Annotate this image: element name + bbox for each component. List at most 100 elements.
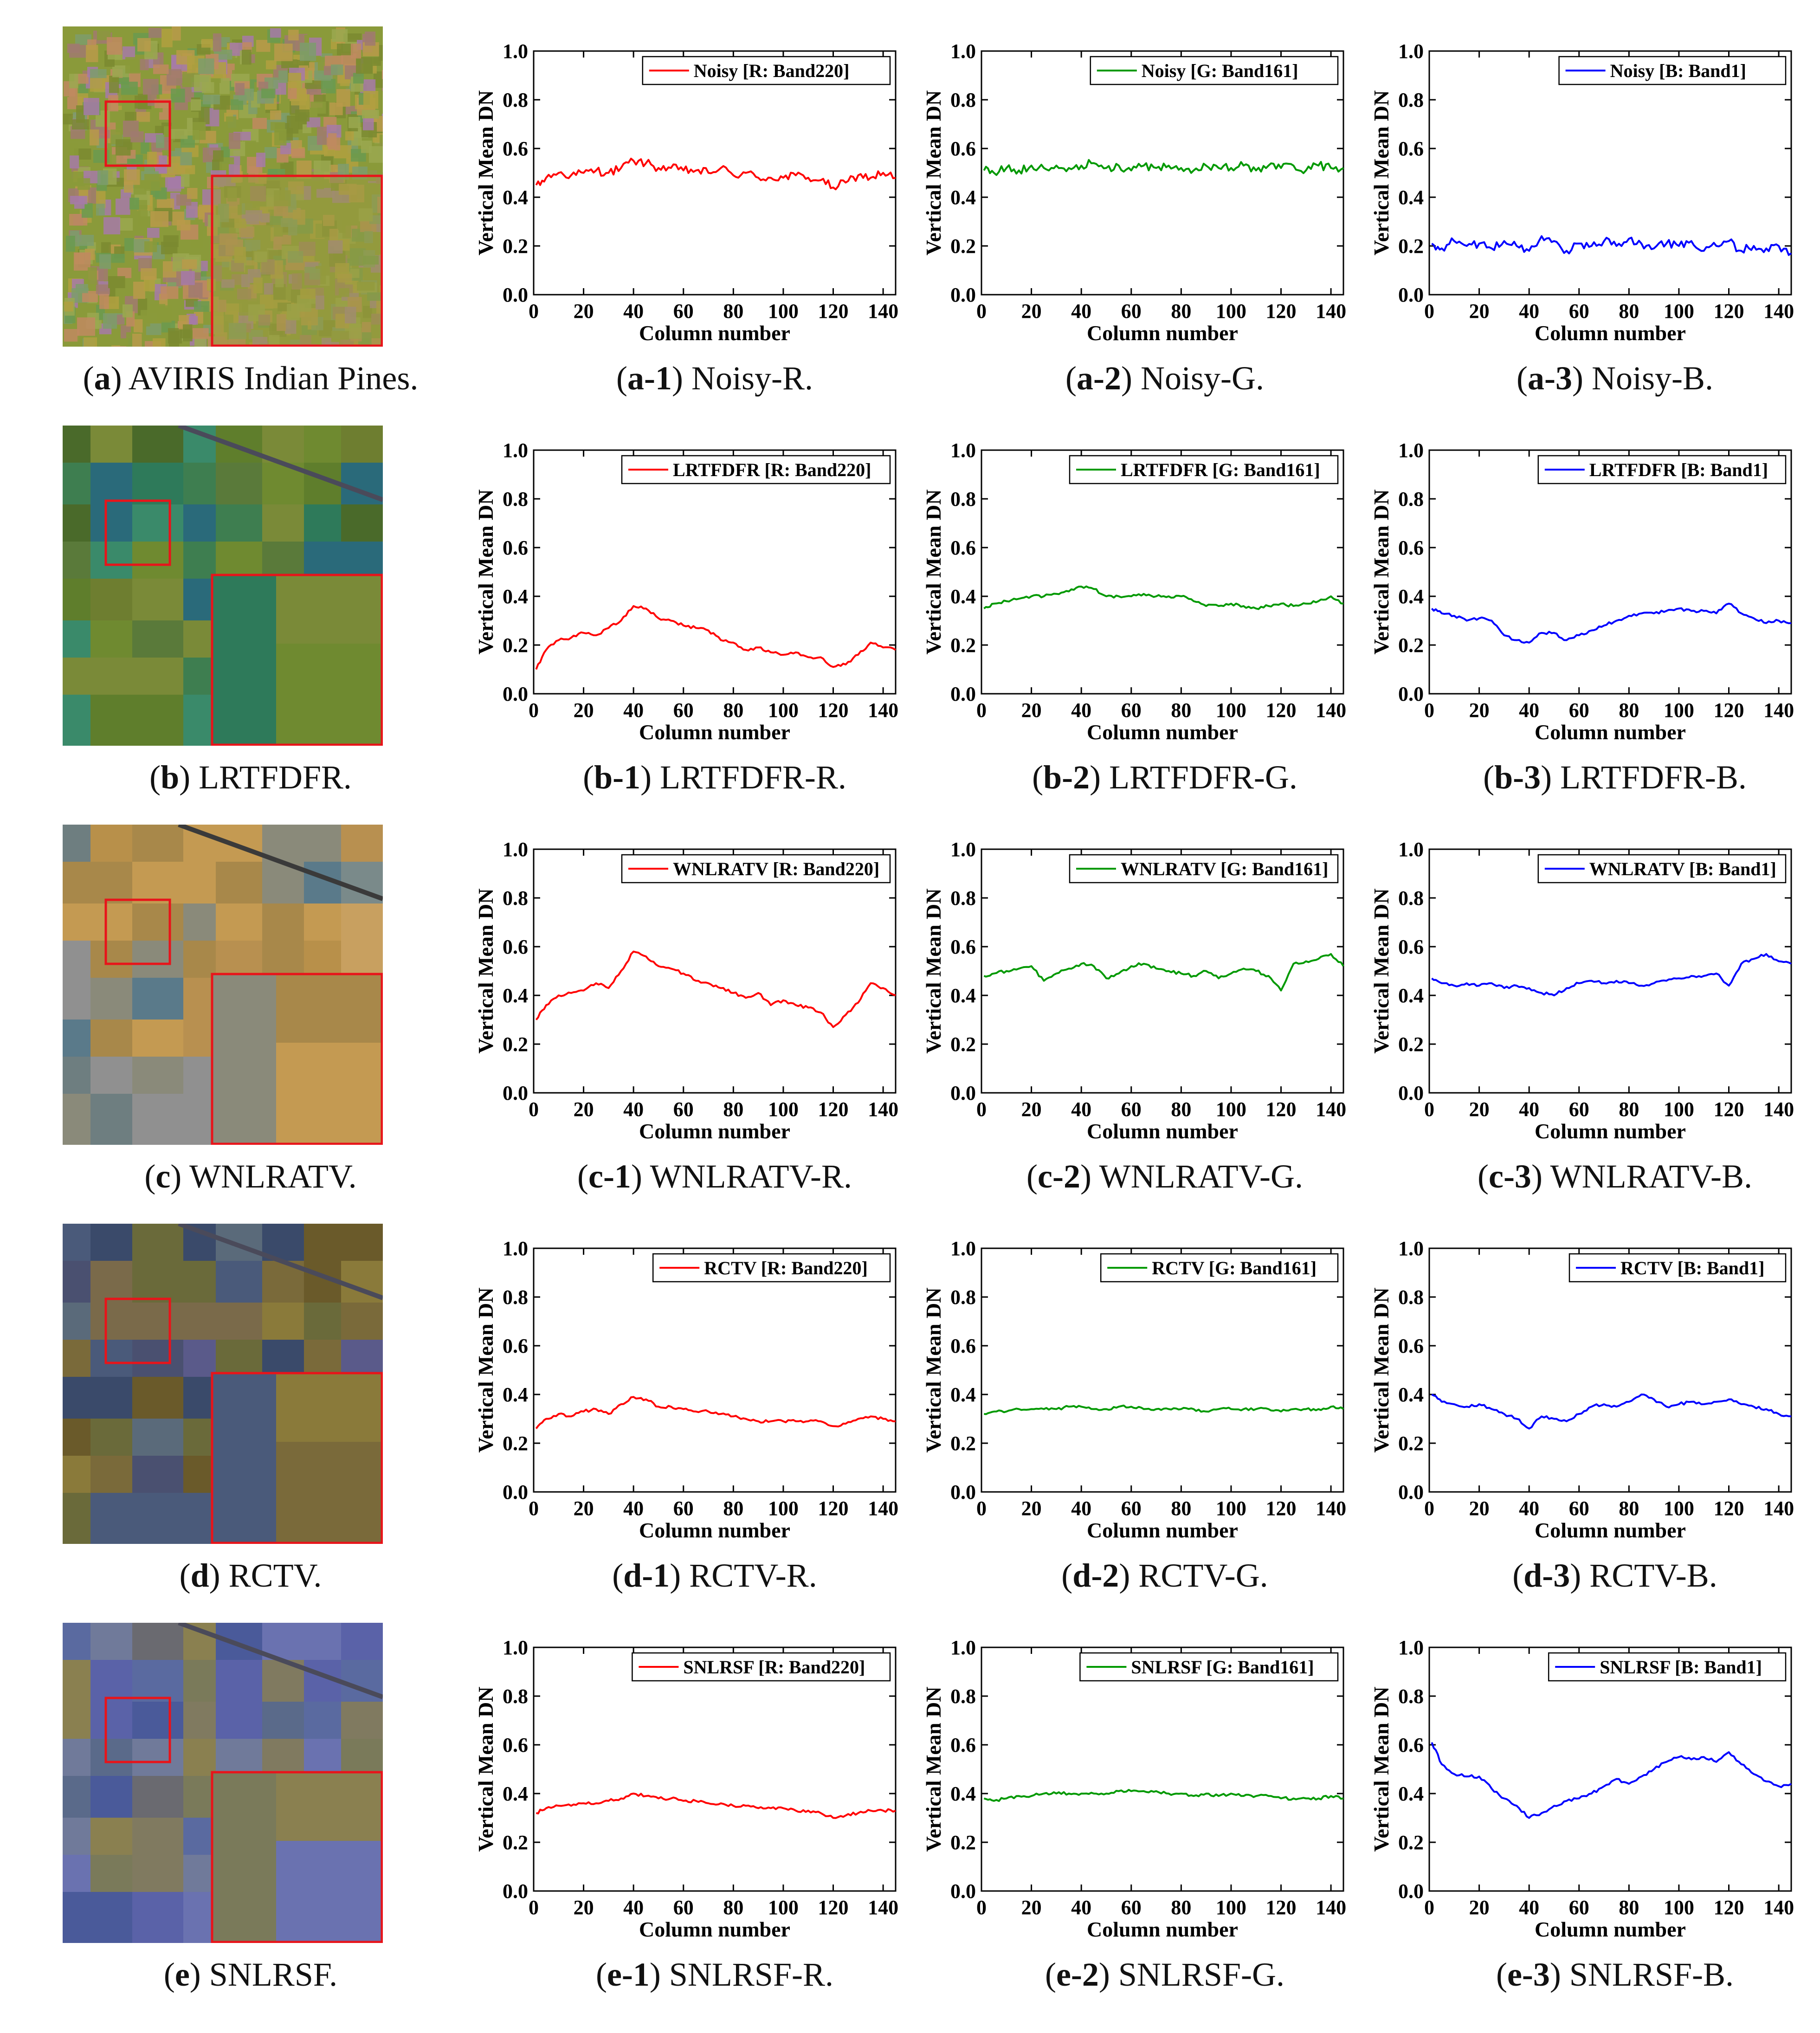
y-tick-label: 0.0 (503, 1481, 528, 1504)
field-patch (63, 463, 90, 504)
field-patch (63, 1224, 90, 1261)
noise-pixel (332, 29, 348, 42)
x-tick-label: 40 (1519, 1896, 1539, 1919)
y-tick-label: 1.0 (503, 439, 528, 462)
plot-frame (981, 50, 1344, 296)
noise-pixel (380, 135, 383, 144)
noise-pixel (177, 165, 195, 174)
caption-text: RCTV-R. (689, 1557, 817, 1594)
y-tick-label: 0.0 (950, 1082, 976, 1104)
field-patch (63, 620, 90, 658)
thumbnail-c (63, 825, 383, 1145)
legend-label: LRTFDFR [R: Band220] (673, 459, 871, 480)
field-patch (304, 825, 341, 862)
plot-frame (533, 1247, 897, 1493)
x-axis-label: Column number (1087, 321, 1238, 345)
field-patch (304, 941, 341, 978)
field-patch (304, 1739, 341, 1776)
noise-pixel (141, 140, 149, 154)
y-tick-label: 1.0 (503, 1237, 528, 1260)
plot-c-3: 0.0 0.2 0.4 0.6 0.8 1.0 0 20 40 60 80 100 120 140 Colu… (1364, 821, 1820, 1146)
noise-pixel (229, 133, 240, 149)
noise-pixel (144, 276, 155, 291)
field-patch (132, 695, 183, 746)
noise-pixel (84, 337, 97, 347)
series-line (1431, 235, 1792, 256)
noise-pixel (147, 228, 160, 238)
legend-label: Noisy [B: Band1] (1610, 60, 1746, 81)
thumbnail-e (63, 1623, 383, 1943)
y-tick-label: 0.6 (1398, 1335, 1424, 1357)
plot-frame (1428, 1646, 1792, 1892)
x-tick-label: 0 (976, 1497, 987, 1520)
noise-pixel (70, 155, 79, 168)
x-tick-label: 60 (1121, 1896, 1142, 1919)
y-axis-label: Vertical Mean DN (474, 490, 497, 655)
road-line (178, 1224, 383, 1300)
x-tick-label: 20 (1469, 1896, 1490, 1919)
x-axis-label: Column number (1087, 1917, 1238, 1941)
legend-label: SNLRSF [B: Band1] (1600, 1657, 1762, 1678)
y-tick-label: 0.6 (503, 936, 528, 958)
field-patch (132, 1261, 183, 1303)
field-patch (341, 825, 383, 862)
y-axis-label: Vertical Mean DN (1369, 90, 1393, 256)
noise-pixel (201, 39, 213, 48)
field-patch (183, 579, 216, 620)
y-tick-label: 0.4 (503, 1782, 528, 1805)
series-line (1431, 1394, 1792, 1430)
noise-pixel (116, 139, 131, 156)
series-line (536, 1793, 896, 1819)
x-tick-label: 120 (1714, 300, 1744, 323)
zoom-inset-patch (276, 1771, 383, 1841)
x-tick-label: 60 (1569, 1098, 1589, 1121)
caption-id: b-2 (1043, 759, 1090, 796)
y-tick-label: 0.8 (950, 1685, 976, 1708)
plot-caption: (b-3) LRTFDFR-B. (1483, 759, 1747, 796)
noise-pixel (310, 102, 326, 114)
noise-pixel (365, 32, 376, 46)
noise-pixel (141, 310, 150, 327)
noise-pixel (343, 33, 362, 42)
field-patch (341, 1739, 383, 1776)
y-tick-label: 0.0 (503, 1082, 528, 1104)
noise-pixel (199, 107, 210, 124)
field-patch (183, 862, 216, 904)
x-tick-label: 60 (673, 1497, 694, 1520)
noise-pixel (353, 73, 364, 84)
caption-id: e-1 (607, 1956, 650, 1993)
field-patch (90, 1493, 132, 1544)
y-tick-label: 0.4 (503, 1383, 528, 1406)
x-tick-label: 80 (1619, 1497, 1639, 1520)
x-tick-label: 20 (574, 1896, 594, 1919)
plot-caption: (d-1) RCTV-R. (612, 1557, 817, 1594)
caption-id: c-1 (588, 1158, 631, 1195)
field-patch (63, 1057, 90, 1094)
caption-letter: e (174, 1956, 190, 1993)
caption-id: e-3 (1507, 1956, 1550, 1993)
field-patch (63, 1094, 90, 1145)
zoom-inset-border (211, 973, 383, 1145)
noise-pixel (226, 116, 237, 129)
noise-pixel (64, 302, 73, 312)
line-chart: 0.0 0.2 0.4 0.6 0.8 1.0 0 20 40 60 80 100 120 140 Colu… (1369, 439, 1794, 744)
caption-text: Noisy-G. (1140, 360, 1264, 397)
x-tick-label: 60 (673, 699, 694, 722)
noise-pixel (229, 164, 240, 177)
field-patch (63, 941, 90, 978)
thumbnail-b (63, 426, 383, 746)
plot-frame (533, 848, 897, 1094)
noise-pixel (144, 174, 161, 191)
series-line (983, 1789, 1344, 1802)
field-patch (132, 825, 183, 862)
noise-pixel (116, 199, 130, 215)
noise-pixel (109, 76, 119, 93)
y-tick-label: 0.6 (503, 1335, 528, 1357)
plot-b-2: 0.0 0.2 0.4 0.6 0.8 1.0 0 20 40 60 80 100 120 140 Colu… (916, 422, 1381, 747)
field-patch (63, 862, 90, 904)
noise-pixel (252, 118, 267, 129)
caption-id: a-1 (627, 360, 672, 397)
x-tick-label: 40 (1519, 1098, 1539, 1121)
thumbnail-a (63, 26, 383, 347)
noise-pixel (125, 112, 137, 121)
